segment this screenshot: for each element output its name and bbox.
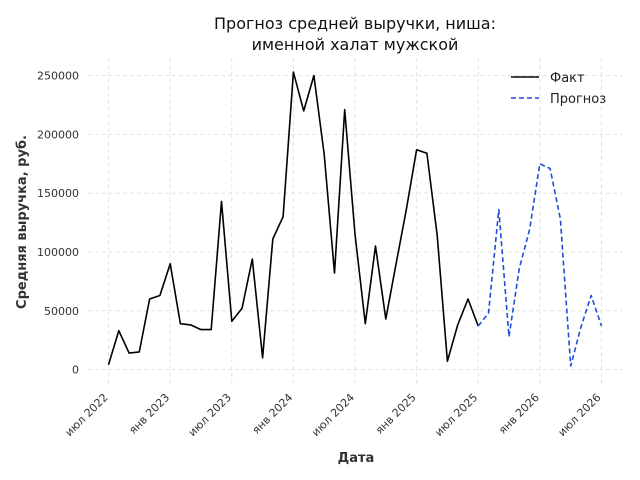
x-axis-label: Дата [338, 451, 375, 466]
x-tick-label: июл 2023 [186, 391, 234, 439]
x-axis-ticks: июл 2022 янв 2023 июл 2023 янв 2024 июл 2024… [63, 391, 604, 439]
y-tick-label: 250000 [37, 70, 79, 83]
x-tick-label: янв 2026 [496, 391, 542, 437]
chart-title-line-1: Прогноз средней выручки, ниша: [214, 14, 496, 33]
legend: Факт Прогноз [511, 71, 606, 107]
y-tick-label: 0 [72, 364, 79, 377]
legend-label-forecast: Прогноз [550, 92, 606, 107]
x-tick-label: янв 2025 [373, 391, 419, 437]
x-tick-label: июл 2024 [309, 391, 357, 439]
x-tick-label: июл 2025 [432, 391, 480, 439]
y-tick-label: 50000 [44, 305, 79, 318]
series-lines [107, 71, 603, 367]
y-axis-label: Средняя выручка, руб. [15, 135, 30, 309]
legend-label-fact: Факт [550, 71, 585, 86]
y-tick-label: 150000 [37, 187, 79, 200]
series-line-fact [107, 71, 479, 366]
y-axis-ticks: 0 50000 100000 150000 200000 250000 [37, 70, 79, 377]
x-tick-label: июл 2022 [63, 391, 111, 439]
y-tick-label: 100000 [37, 246, 79, 259]
x-tick-label: июл 2026 [556, 391, 604, 439]
x-tick-label: янв 2024 [250, 391, 296, 437]
grid [88, 58, 622, 386]
y-tick-label: 200000 [37, 128, 79, 141]
chart-title-line-2: именной халат мужской [252, 35, 459, 54]
x-tick-label: янв 2023 [126, 391, 172, 437]
series-line-forecast [477, 163, 603, 367]
